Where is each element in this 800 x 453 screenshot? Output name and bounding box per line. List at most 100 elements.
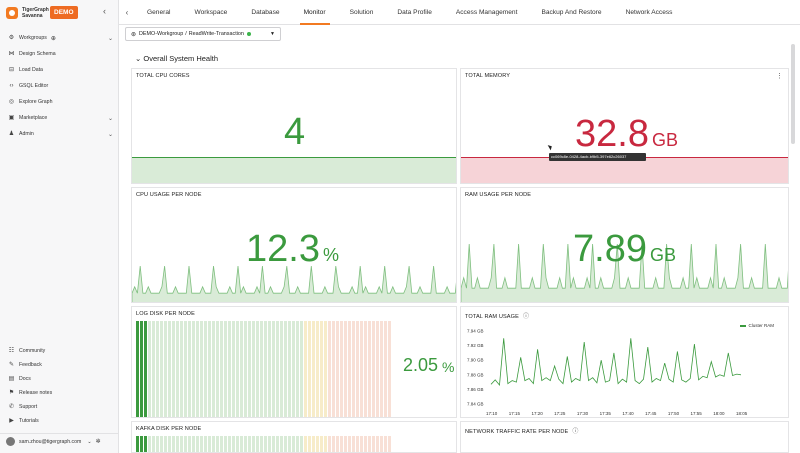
sidebar-item-tutorials[interactable]: ▶ Tutorials <box>0 414 119 428</box>
gauge-segment <box>388 436 391 452</box>
gauge-segment <box>236 321 239 417</box>
sidebar-item-docs[interactable]: ▤ Docs <box>0 372 119 386</box>
user-menu[interactable]: sam.zhou@tigergraph.com ⌄ ✲ <box>0 433 119 449</box>
gauge-segment <box>152 436 155 452</box>
log-disk-value: 2.05 <box>403 355 439 375</box>
chart-legend[interactable]: Cluster RAM <box>740 323 774 328</box>
tab-network-access[interactable]: Network Access <box>625 8 673 16</box>
gauge-segment <box>272 436 275 452</box>
gauge-segment <box>336 436 339 452</box>
sidebar-item-load-data[interactable]: ⊟ Load Data <box>0 62 119 78</box>
sidebar-item-community[interactable]: ☷ Community <box>0 344 119 358</box>
panel-title: NETWORK TRAFFIC RATE PER NODE ⓘ <box>465 429 579 435</box>
panel-title: TOTAL MEMORY <box>465 73 511 79</box>
tab-general[interactable]: General <box>147 8 171 16</box>
release-icon: ⚑ <box>8 389 15 396</box>
x-tick-label: 18:00 <box>713 411 725 416</box>
gauge-segment <box>148 436 151 452</box>
collapse-sidebar-button[interactable]: ‹ <box>103 6 106 16</box>
gauge-segment <box>296 321 299 417</box>
gauge-segment <box>252 436 255 452</box>
gauge-segment <box>372 321 375 417</box>
tabs-scroll-left-icon[interactable]: ‹ <box>125 7 129 17</box>
sidebar-item-workgroups[interactable]: ⚙ Workgroups ⊕ ⌄ <box>0 30 119 46</box>
add-icon[interactable]: ⊕ <box>50 35 56 42</box>
gauge-segment <box>384 321 387 417</box>
gauge-segment <box>244 321 247 417</box>
sidebar-item-feedback[interactable]: ✎ Feedback <box>0 358 119 372</box>
demo-badge: DEMO <box>50 6 78 19</box>
legend-swatch <box>740 324 747 327</box>
sidebar-item-admin[interactable]: ♟ Admin ⌄ <box>0 126 119 142</box>
gauge-segment <box>260 321 263 417</box>
tutorials-icon: ▶ <box>9 417 14 424</box>
gear-icon[interactable]: ✲ <box>95 439 101 445</box>
gauge-segment <box>172 436 175 452</box>
collapse-section-icon[interactable]: ⌄ <box>135 54 142 63</box>
sidebar-item-support[interactable]: ✆ Support <box>0 400 119 414</box>
x-tick-label: 17:50 <box>668 411 680 416</box>
gauge-segment <box>264 436 267 452</box>
sidebar-item-marketplace[interactable]: ▣ Marketplace ⌄ <box>0 110 119 126</box>
tab-database[interactable]: Database <box>251 8 280 16</box>
x-tick-label: 17:10 <box>486 411 498 416</box>
info-icon: ⓘ <box>522 314 530 320</box>
panel-title: RAM USAGE PER NODE <box>465 192 532 198</box>
workspace-status-dot <box>246 32 251 36</box>
load-icon: ⊟ <box>8 66 15 73</box>
workgroup-icon: ⊛ <box>131 31 137 38</box>
tab-access-management[interactable]: Access Management <box>455 8 518 16</box>
scrollbar[interactable] <box>791 44 795 144</box>
workspace-name: ReadWrite-Transaction <box>188 31 244 37</box>
sidebar-item-release-notes[interactable]: ⚑ Release notes <box>0 386 119 400</box>
gauge-segment <box>296 436 299 452</box>
x-tick-label: 18:05 <box>736 411 748 416</box>
gauge-segment <box>220 436 223 452</box>
sidebar-item-explore-graph[interactable]: ◎ Explore Graph <box>0 94 119 110</box>
workgroups-icon: ⚙ <box>8 34 15 41</box>
legend-label: Cluster RAM <box>748 323 774 328</box>
panel-total-ram-usage: TOTAL RAM USAGE ⓘ Cluster RAM 7.94 GB 7.92… <box>460 306 789 418</box>
tab-data-profile[interactable]: Data Profile <box>397 8 432 16</box>
sidebar-item-gsql-editor[interactable]: ‹› GSQL Editor <box>0 78 119 94</box>
section-title[interactable]: ⌄ Overall System Health <box>135 54 218 63</box>
caret-down-icon[interactable]: ▼ <box>270 31 275 37</box>
gauge-segment <box>264 321 267 417</box>
gauge-segment <box>168 436 171 452</box>
gauge-segment <box>328 321 331 417</box>
chevron-down-icon[interactable]: ⌄ <box>87 438 92 445</box>
panel-log-disk: LOG DISK PER NODE 2.05 % <box>131 306 457 418</box>
gauge-segment <box>144 436 147 452</box>
chevron-down-icon[interactable]: ⌄ <box>107 131 113 138</box>
gauge-segment <box>304 321 307 417</box>
tab-monitor[interactable]: Monitor <box>292 0 338 25</box>
gauge-segment <box>328 436 331 452</box>
gauge-segment <box>160 321 163 417</box>
gauge-segment <box>148 321 151 417</box>
explore-icon: ◎ <box>8 98 15 105</box>
more-options-icon[interactable]: ⋮ <box>776 73 783 80</box>
chevron-down-icon[interactable]: ⌄ <box>107 35 113 42</box>
gauge-segment <box>256 436 259 452</box>
workgroup-selector[interactable]: ⊛ DEMO-Workgroup / ReadWrite-Transaction… <box>125 27 281 41</box>
sidebar-item-design-schema[interactable]: ⋈ Design Schema <box>0 46 119 62</box>
gauge-segment <box>284 436 287 452</box>
tigergraph-logo-icon <box>6 7 18 19</box>
gauge-segment <box>320 321 323 417</box>
gauge-segment <box>248 436 251 452</box>
panel-title: LOG DISK PER NODE <box>136 311 195 317</box>
gauge-segment <box>288 321 291 417</box>
brand[interactable]: TigerGraph Savanna <box>6 6 49 20</box>
gauge-segment <box>188 321 191 417</box>
admin-icon: ♟ <box>8 130 15 137</box>
workgroup-separator: / <box>185 31 187 37</box>
code-icon: ‹› <box>9 82 14 89</box>
gauge-segment <box>144 321 147 417</box>
sidebar: TigerGraph Savanna DEMO ‹ ⚙ Workgroups ⊕… <box>0 0 119 453</box>
tab-backup-and-restore[interactable]: Backup And Restore <box>541 8 602 16</box>
tab-workspace[interactable]: Workspace <box>194 8 228 16</box>
chevron-down-icon[interactable]: ⌄ <box>107 115 113 122</box>
gauge-segment <box>312 436 315 452</box>
tab-solution[interactable]: Solution <box>349 8 374 16</box>
gauge-segment <box>352 436 355 452</box>
